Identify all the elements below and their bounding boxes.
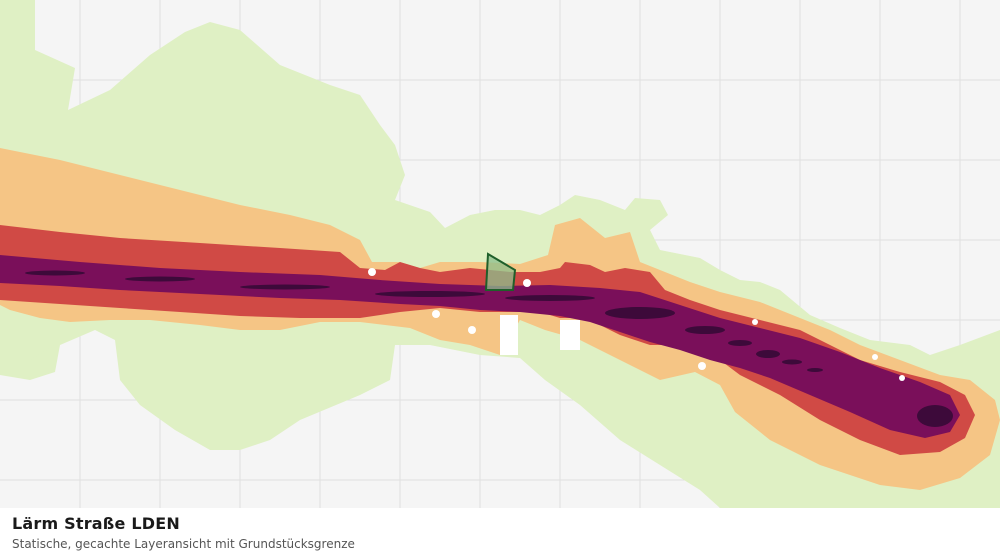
layer-caption: Lärm Straße LDEN Statische, gecachte Lay… xyxy=(0,508,1000,560)
noise-band-high xyxy=(0,255,960,438)
building-gaps xyxy=(368,268,905,381)
map-canvas xyxy=(0,0,1000,508)
noise-band-very-high xyxy=(25,270,953,427)
parcel-boundary[interactable] xyxy=(484,252,517,291)
noise-map[interactable] xyxy=(0,0,1000,508)
grid-lines xyxy=(0,0,1000,508)
layer-subtitle: Statische, gecachte Layeransicht mit Gru… xyxy=(12,537,355,551)
layer-title: Lärm Straße LDEN xyxy=(12,514,180,533)
